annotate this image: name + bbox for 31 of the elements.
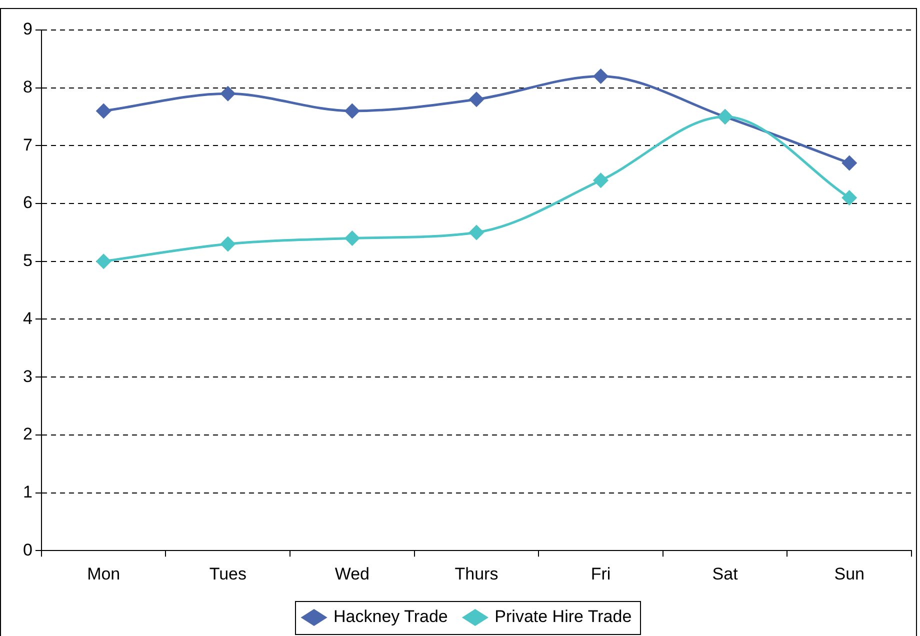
point bbox=[842, 156, 857, 170]
x-tick-label: Tues bbox=[209, 564, 246, 584]
y-tick-label: 0 bbox=[22, 540, 32, 560]
legend-label: Private Hire Trade bbox=[494, 607, 632, 626]
point bbox=[469, 92, 484, 107]
y-tick-label: 3 bbox=[22, 366, 32, 386]
point bbox=[96, 104, 111, 118]
legend-label: Hackney Trade bbox=[334, 607, 448, 626]
point bbox=[594, 173, 608, 188]
x-tick-label: Wed bbox=[334, 564, 370, 584]
y-tick-label: 1 bbox=[22, 482, 32, 502]
point bbox=[344, 104, 360, 118]
y-tick-label: 5 bbox=[22, 251, 32, 270]
point bbox=[842, 190, 857, 205]
point bbox=[594, 69, 608, 84]
point bbox=[96, 254, 111, 269]
y-tick-label: 2 bbox=[22, 424, 32, 444]
x-tick-label: Fri bbox=[590, 564, 611, 584]
y-tick-label: 9 bbox=[22, 20, 32, 39]
point bbox=[220, 86, 236, 101]
point bbox=[220, 236, 236, 252]
x-tick-label: Sun bbox=[834, 564, 864, 584]
point bbox=[344, 230, 360, 246]
x-tick-label: Sat bbox=[712, 564, 738, 584]
y-tick-label: 6 bbox=[22, 193, 32, 212]
point bbox=[469, 225, 484, 240]
y-tick-label: 7 bbox=[22, 135, 32, 154]
x-tick-label: Mon bbox=[87, 564, 120, 584]
y-tick-label: 8 bbox=[22, 78, 32, 97]
x-tick-label: Thurs bbox=[454, 564, 498, 584]
y-tick-label: 4 bbox=[22, 308, 32, 328]
